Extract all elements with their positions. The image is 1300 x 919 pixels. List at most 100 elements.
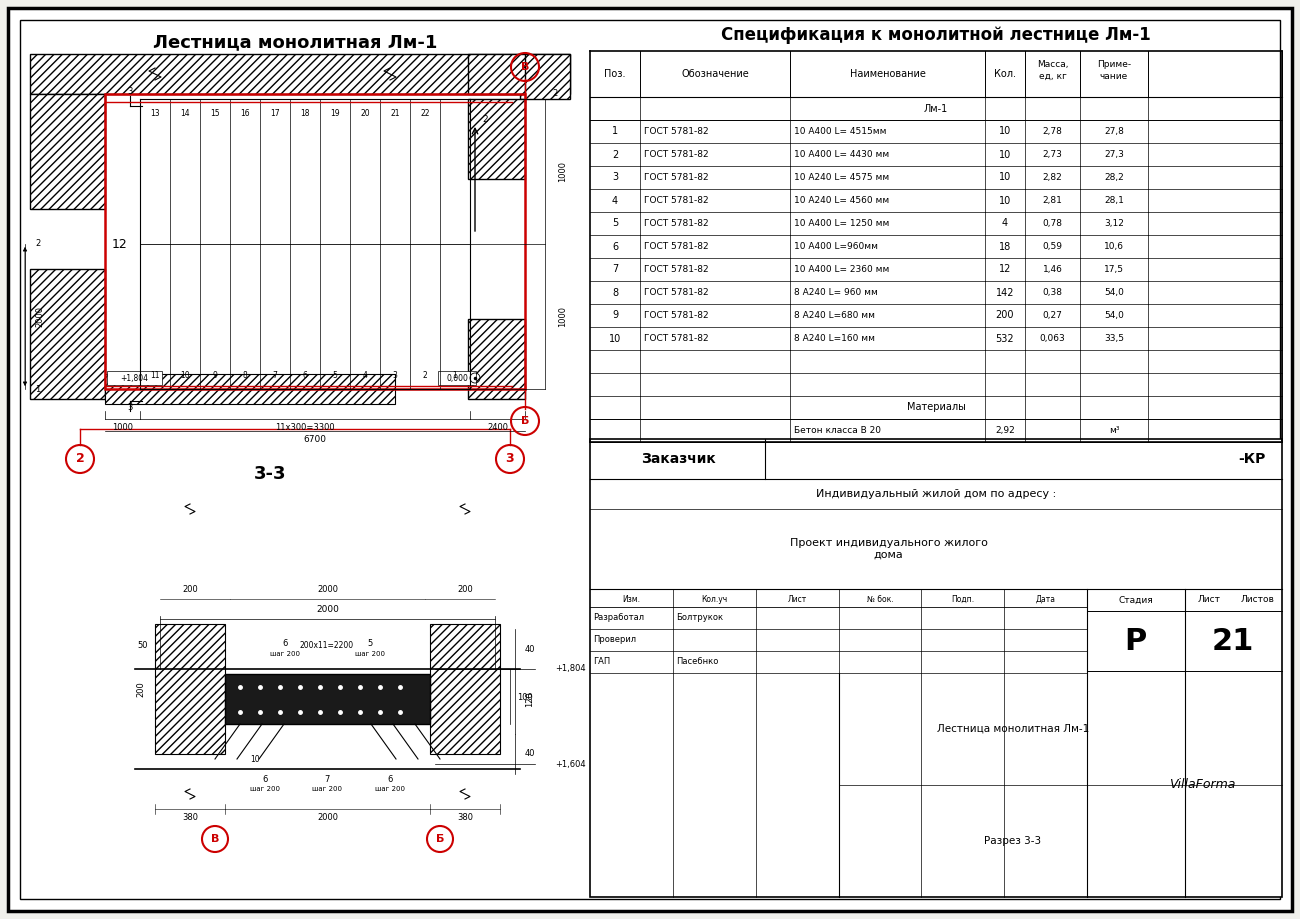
Bar: [107, 371, 162, 385]
Text: 3: 3: [127, 403, 133, 412]
Text: 9: 9: [612, 311, 618, 321]
Text: ГОСТ 5781-82: ГОСТ 5781-82: [644, 219, 708, 228]
Text: 6: 6: [612, 242, 618, 252]
Text: 2: 2: [75, 452, 84, 466]
Bar: [155, 624, 225, 754]
Text: 0,27: 0,27: [1043, 311, 1062, 320]
Text: Поз.: Поз.: [604, 69, 625, 79]
Text: 100: 100: [517, 694, 533, 702]
Text: 13: 13: [151, 108, 160, 118]
Text: 8 А240 L= 960 мм: 8 А240 L= 960 мм: [794, 288, 878, 297]
Text: 6: 6: [282, 640, 287, 649]
Text: 15: 15: [211, 108, 220, 118]
Text: 19: 19: [330, 108, 339, 118]
Text: 2,82: 2,82: [1043, 173, 1062, 182]
Text: 0,59: 0,59: [1043, 242, 1062, 251]
Text: +1,804: +1,804: [120, 373, 148, 382]
Text: чание: чание: [1100, 72, 1128, 81]
Text: 3: 3: [506, 452, 515, 466]
Text: 18: 18: [300, 108, 309, 118]
Text: ГОСТ 5781-82: ГОСТ 5781-82: [644, 196, 708, 205]
Text: 6700: 6700: [303, 436, 326, 445]
Text: шаг 200: шаг 200: [312, 786, 342, 792]
Text: 11х300=3300: 11х300=3300: [276, 423, 335, 432]
Text: 17: 17: [270, 108, 280, 118]
Text: 6: 6: [387, 775, 393, 784]
Text: Листов: Листов: [1240, 596, 1274, 605]
Bar: [30, 94, 105, 209]
Text: 17,5: 17,5: [1104, 265, 1124, 274]
Text: Материалы: Материалы: [906, 403, 966, 413]
Text: Наименование: Наименование: [850, 69, 926, 79]
Text: 27,3: 27,3: [1104, 150, 1124, 159]
Text: Лм-1: Лм-1: [924, 104, 948, 114]
Text: 54,0: 54,0: [1104, 311, 1124, 320]
Text: 10: 10: [998, 127, 1011, 137]
Text: 200: 200: [182, 585, 198, 595]
Text: VillaForma: VillaForma: [1169, 778, 1235, 791]
Text: 1: 1: [452, 370, 458, 380]
Text: 4: 4: [1002, 219, 1008, 229]
Text: 10 А240 L= 4575 мм: 10 А240 L= 4575 мм: [794, 173, 889, 182]
Text: 20: 20: [360, 108, 369, 118]
Text: 10: 10: [250, 754, 260, 764]
Text: м³: м³: [1109, 426, 1119, 435]
Text: 8: 8: [243, 370, 247, 380]
Text: Подп.: Подп.: [952, 595, 974, 604]
Text: 0,78: 0,78: [1043, 219, 1062, 228]
Text: 10 А400 L= 4430 мм: 10 А400 L= 4430 мм: [794, 150, 889, 159]
Text: 27,8: 27,8: [1104, 127, 1124, 136]
Text: 2: 2: [35, 240, 40, 248]
Text: Изм.: Изм.: [623, 595, 641, 604]
Text: Б: Б: [521, 416, 529, 426]
Text: 2,78: 2,78: [1043, 127, 1062, 136]
Text: 28,1: 28,1: [1104, 196, 1124, 205]
Text: шаг 200: шаг 200: [355, 651, 385, 657]
Text: 4: 4: [363, 370, 368, 380]
Text: Лестница монолитная Лм-1: Лестница монолитная Лм-1: [153, 33, 437, 51]
Text: 3,12: 3,12: [1104, 219, 1124, 228]
Text: Кол.уч: Кол.уч: [701, 595, 728, 604]
Text: 21: 21: [1212, 627, 1254, 655]
Text: Стадия: Стадия: [1118, 596, 1153, 605]
Text: Разрез 3-3: Разрез 3-3: [984, 836, 1041, 846]
Text: Лист: Лист: [1197, 596, 1221, 605]
Text: 7: 7: [324, 775, 330, 784]
Text: В: В: [521, 62, 529, 72]
Text: Р: Р: [1124, 627, 1147, 655]
Text: 28,2: 28,2: [1104, 173, 1124, 182]
Text: 33,5: 33,5: [1104, 334, 1124, 343]
Text: 1000: 1000: [112, 423, 133, 432]
Text: Проект индивидуального жилого
дома: Проект индивидуального жилого дома: [789, 539, 988, 560]
Text: ГОСТ 5781-82: ГОСТ 5781-82: [644, 150, 708, 159]
Text: 3: 3: [393, 370, 398, 380]
Text: Разработал: Разработал: [593, 614, 644, 622]
Text: шаг 200: шаг 200: [374, 786, 406, 792]
Bar: [590, 439, 1282, 897]
Text: 14: 14: [181, 108, 190, 118]
Bar: [468, 319, 525, 399]
Text: ГОСТ 5781-82: ГОСТ 5781-82: [644, 288, 708, 297]
Text: 120: 120: [525, 691, 534, 707]
Text: 10: 10: [998, 173, 1011, 183]
Text: 8 А240 L=680 мм: 8 А240 L=680 мм: [794, 311, 875, 320]
Text: 5: 5: [368, 640, 373, 649]
Text: 2: 2: [482, 115, 488, 123]
Text: ГОСТ 5781-82: ГОСТ 5781-82: [644, 173, 708, 182]
Text: 2000: 2000: [35, 306, 44, 327]
Text: 18: 18: [998, 242, 1011, 252]
Text: 3: 3: [127, 87, 133, 96]
Text: Дата: Дата: [1036, 595, 1056, 604]
Text: 2400: 2400: [488, 423, 508, 432]
Text: 10 А400 L= 1250 мм: 10 А400 L= 1250 мм: [794, 219, 889, 228]
Bar: [30, 54, 569, 429]
Text: ГОСТ 5781-82: ГОСТ 5781-82: [644, 242, 708, 251]
Text: 22: 22: [420, 108, 430, 118]
Text: Индивидуальный жилой дом по адресу :: Индивидуальный жилой дом по адресу :: [816, 489, 1056, 499]
Bar: [105, 374, 395, 404]
Text: ГОСТ 5781-82: ГОСТ 5781-82: [644, 265, 708, 274]
Text: Лист: Лист: [788, 595, 807, 604]
Text: 2,92: 2,92: [994, 426, 1015, 435]
Text: 11: 11: [151, 370, 160, 380]
Text: 380: 380: [458, 813, 473, 823]
